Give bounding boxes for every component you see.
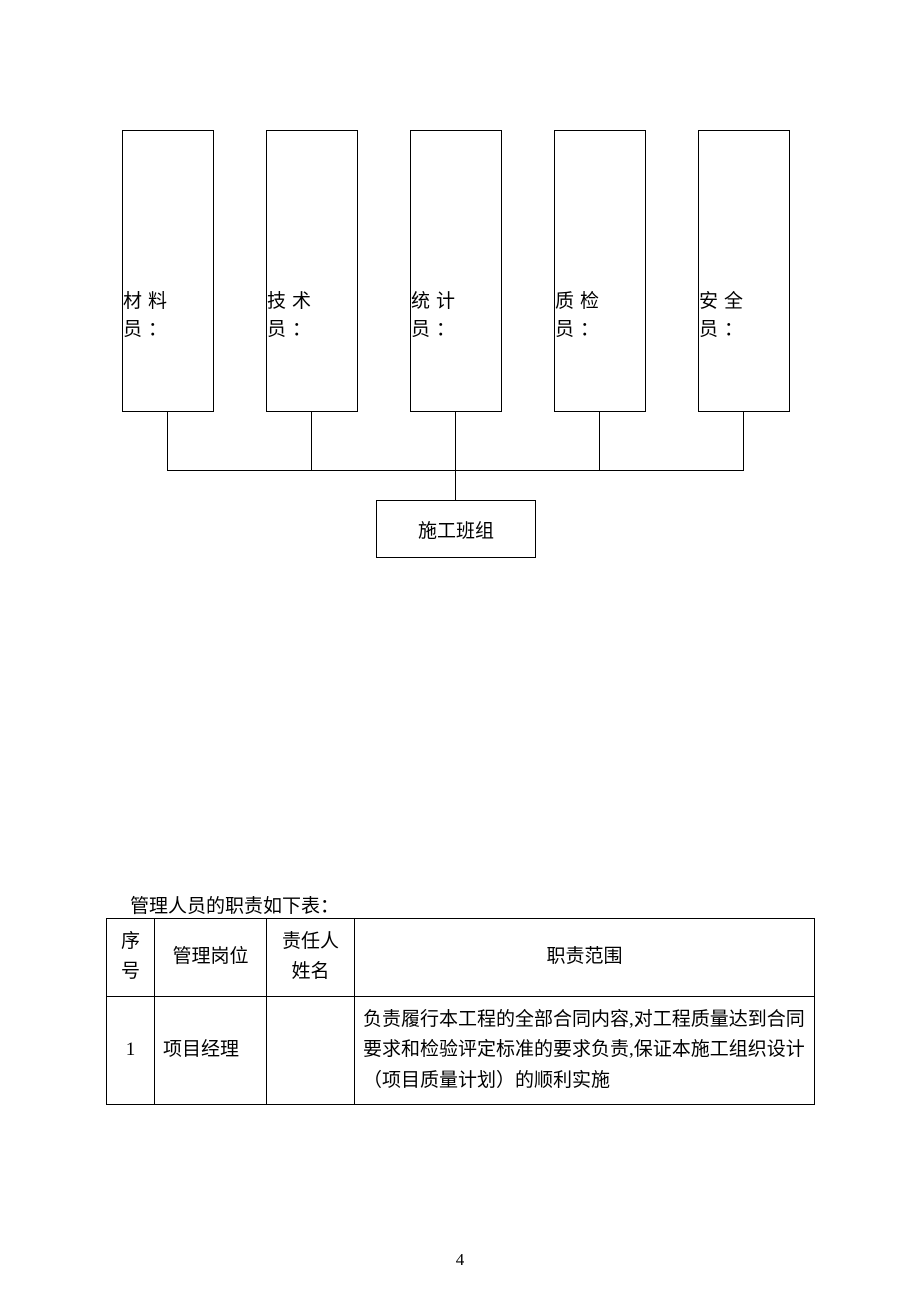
role-label: 质检员： <box>555 288 645 345</box>
connector-stem <box>743 412 744 470</box>
role-label: 安全员： <box>699 288 789 345</box>
col-header-pos: 管理岗位 <box>155 919 267 997</box>
table-row: 1 项目经理 负责履行本工程的全部合同内容,对工程质量达到合同要求和检验评定标准… <box>107 996 815 1104</box>
role-box-stats: 统计员： <box>410 130 502 412</box>
cell-seq: 1 <box>107 996 155 1104</box>
col-header-name: 责任人姓名 <box>267 919 355 997</box>
col-header-scope: 职责范围 <box>355 919 815 997</box>
bottom-box-construction-team: 施工班组 <box>376 500 536 558</box>
role-box-quality: 质检员： <box>554 130 646 412</box>
role-label: 技术员： <box>267 288 357 345</box>
role-box-tech: 技术员： <box>266 130 358 412</box>
org-chart: 材料员： 技术员： 统计员： 质检员： 安全员： 施工班组 <box>122 130 802 570</box>
connector-stem <box>455 412 456 470</box>
connector-stem <box>167 412 168 470</box>
role-label: 材料员： <box>123 288 213 345</box>
duties-table: 序号 管理岗位 责任人姓名 职责范围 1 项目经理 负责履行本工程的全部合同内容… <box>106 918 815 1105</box>
connector-stem <box>311 412 312 470</box>
connector-stem <box>599 412 600 470</box>
table-title: 管理人员的职责如下表： <box>130 891 339 918</box>
table-header-row: 序号 管理岗位 责任人姓名 职责范围 <box>107 919 815 997</box>
cell-pos: 项目经理 <box>155 996 267 1104</box>
role-label: 统计员： <box>411 288 501 345</box>
col-header-seq: 序号 <box>107 919 155 997</box>
role-box-safety: 安全员： <box>698 130 790 412</box>
cell-scope: 负责履行本工程的全部合同内容,对工程质量达到合同要求和检验评定标准的要求负责,保… <box>355 996 815 1104</box>
page-number: 4 <box>0 1250 920 1270</box>
bottom-box-label: 施工班组 <box>418 516 494 543</box>
role-box-materials: 材料员： <box>122 130 214 412</box>
connector-drop <box>455 470 456 500</box>
cell-name <box>267 996 355 1104</box>
